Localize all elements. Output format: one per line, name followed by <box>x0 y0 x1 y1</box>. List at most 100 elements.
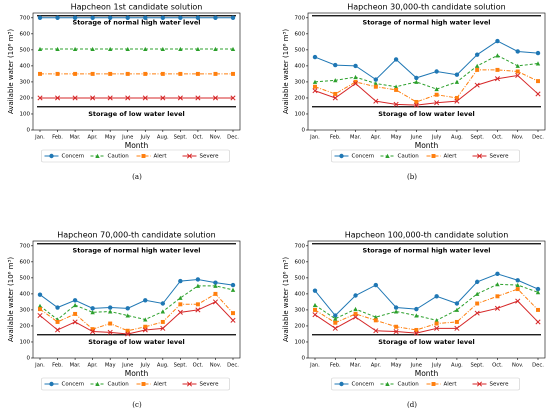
x-tick-label: May <box>391 363 402 369</box>
marker <box>213 71 218 76</box>
marker <box>125 306 130 311</box>
legend <box>331 149 520 163</box>
marker <box>213 283 218 288</box>
marker <box>434 92 439 97</box>
marker <box>142 95 148 101</box>
marker <box>495 294 500 299</box>
marker <box>414 99 419 104</box>
legend-label: Severe <box>200 154 220 160</box>
y-tick-label: 300 <box>295 79 306 85</box>
caption: (c) <box>132 401 142 409</box>
x-tick-label: Aug. <box>451 363 463 369</box>
legend-label: Concern <box>352 382 375 388</box>
marker <box>333 78 338 83</box>
marker <box>37 303 43 308</box>
marker <box>195 283 201 288</box>
series-line <box>314 40 539 81</box>
y-tick-label: 300 <box>295 307 306 313</box>
x-tick-label: Apr. <box>371 135 381 141</box>
marker <box>55 319 60 324</box>
marker <box>55 46 60 52</box>
marker <box>393 101 399 107</box>
marker <box>373 98 379 104</box>
reference-label: Storage of low water level <box>88 110 185 118</box>
x-tick-label: Dec. <box>227 363 239 369</box>
marker <box>332 325 338 331</box>
marker <box>431 154 436 158</box>
legend-label: Caution <box>108 154 130 160</box>
marker <box>37 312 43 319</box>
marker <box>414 79 419 84</box>
marker <box>38 71 42 76</box>
marker <box>141 382 146 386</box>
marker <box>186 381 193 387</box>
marker <box>475 301 480 306</box>
marker <box>454 307 460 312</box>
marker <box>107 309 113 314</box>
y-tick-label: 0 <box>302 128 306 134</box>
marker <box>55 15 60 21</box>
series-line <box>314 288 539 331</box>
legend-label: Alert <box>444 382 458 388</box>
x-tick-label: Oct. <box>193 135 204 141</box>
marker <box>230 287 236 292</box>
marker <box>55 305 60 310</box>
series-line <box>314 283 539 321</box>
x-tick-label: Oct. <box>193 363 204 369</box>
marker <box>413 102 419 108</box>
x-tick-label: Aug. <box>157 135 169 141</box>
y-tick-label: 600 <box>295 31 306 37</box>
y-tick-label: 100 <box>20 339 31 345</box>
y-tick-label: 400 <box>295 63 306 69</box>
marker <box>495 271 500 277</box>
marker <box>143 71 148 76</box>
marker <box>312 312 318 318</box>
legend-label: Alert <box>154 382 168 388</box>
series-line <box>39 301 234 335</box>
x-tick-label: Sept. <box>470 135 484 141</box>
marker <box>143 15 148 21</box>
marker <box>535 286 541 292</box>
marker <box>353 293 358 298</box>
reference-label: Storage of normal high water level <box>363 19 491 27</box>
marker <box>54 327 61 333</box>
marker <box>177 309 183 315</box>
y-tick-label: 600 <box>20 31 31 37</box>
x-tick-label: July <box>140 363 150 369</box>
marker <box>178 15 183 21</box>
y-tick-label: 400 <box>20 63 31 69</box>
marker <box>90 329 96 335</box>
marker <box>454 95 459 100</box>
marker <box>434 100 440 106</box>
plot-area <box>307 12 546 131</box>
caption: (b) <box>407 173 417 181</box>
marker <box>90 310 95 315</box>
marker <box>177 95 183 101</box>
x-tick-label: Nov. <box>512 135 524 141</box>
marker <box>186 153 193 159</box>
marker <box>143 46 148 52</box>
marker <box>90 306 95 311</box>
marker <box>90 327 95 332</box>
x-tick-label: July <box>431 363 441 369</box>
legend-label: Severe <box>490 382 510 388</box>
reference-label: Storage of low water level <box>378 338 475 346</box>
marker <box>393 305 399 310</box>
marker <box>73 71 78 76</box>
marker <box>475 67 480 72</box>
marker <box>515 69 520 74</box>
marker <box>178 46 183 52</box>
marker <box>474 279 480 285</box>
reference-label: Storage of low water level <box>378 110 475 118</box>
marker <box>353 79 358 84</box>
marker <box>333 313 338 318</box>
marker <box>231 71 235 76</box>
marker <box>178 302 183 307</box>
marker <box>125 328 130 333</box>
marker <box>213 291 218 296</box>
caption: (a) <box>132 173 142 181</box>
marker <box>474 291 480 296</box>
x-tick-label: May <box>105 135 116 141</box>
x-tick-label: Oct. <box>492 363 503 369</box>
